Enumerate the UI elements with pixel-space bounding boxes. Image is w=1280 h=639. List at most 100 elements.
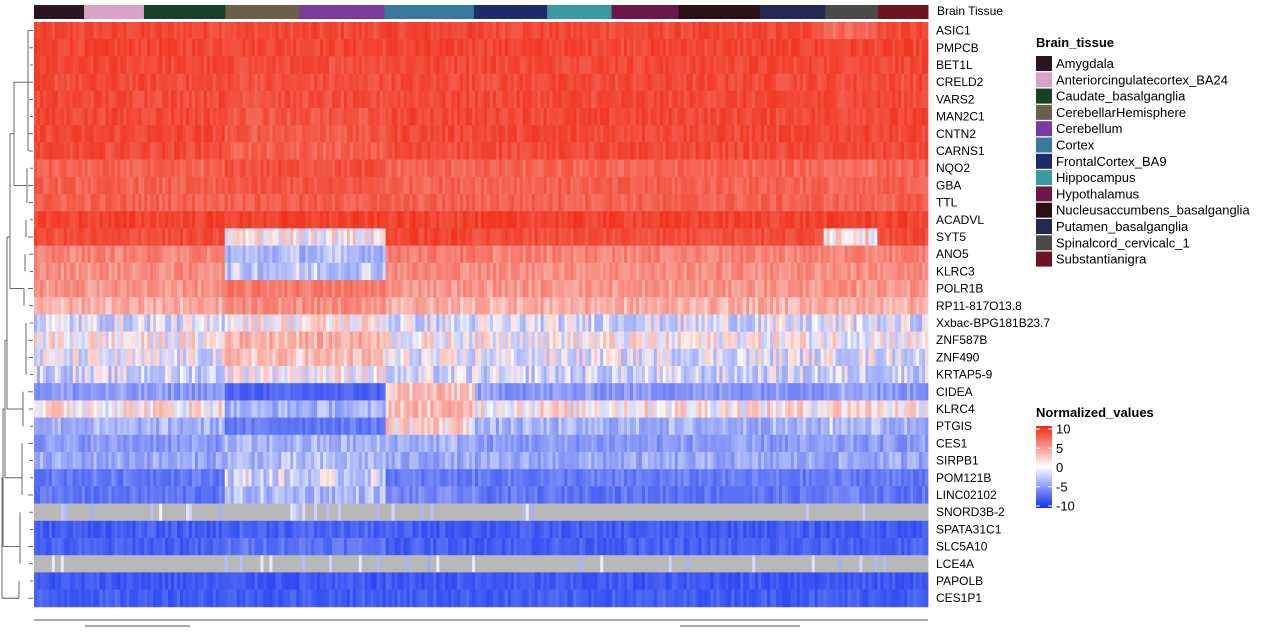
heatmap-cell <box>100 125 103 143</box>
heatmap-cell <box>427 125 430 143</box>
heatmap-cell <box>457 211 460 229</box>
heatmap-cell <box>287 108 290 126</box>
heatmap-cell <box>636 91 639 109</box>
heatmap-cell <box>114 91 117 109</box>
heatmap-cell <box>681 125 684 143</box>
heatmap-cell <box>386 246 389 264</box>
heatmap-cell <box>88 142 91 160</box>
heatmap-cell <box>174 91 177 109</box>
heatmap-cell <box>141 263 144 281</box>
heatmap-cell <box>606 246 609 264</box>
heatmap-cell <box>550 177 553 195</box>
heatmap-cell <box>925 246 928 264</box>
heatmap-cell <box>922 91 925 109</box>
heatmap-cell <box>46 56 49 74</box>
heatmap-cell <box>833 108 836 126</box>
heatmap-cell <box>484 74 487 92</box>
heatmap-cell <box>109 125 112 143</box>
heatmap-cell <box>109 74 112 92</box>
heatmap-cell <box>427 39 430 57</box>
heatmap-cell <box>898 125 901 143</box>
heatmap-cell <box>278 74 281 92</box>
heatmap-cell <box>666 39 669 57</box>
heatmap-cell <box>651 56 654 74</box>
heatmap-cell <box>168 142 171 160</box>
heatmap-cell <box>40 142 43 160</box>
heatmap-cell <box>91 211 94 229</box>
heatmap-cell <box>856 22 859 40</box>
heatmap-cell <box>651 280 654 298</box>
heatmap-cell <box>335 228 338 246</box>
heatmap-cell <box>67 22 70 40</box>
heatmap-cell <box>272 263 275 281</box>
heatmap-cell <box>693 39 696 57</box>
heatmap-cell <box>591 56 594 74</box>
heatmap-cell <box>159 108 162 126</box>
heatmap-cell <box>117 142 120 160</box>
heatmap-cell <box>731 74 734 92</box>
heatmap-cell <box>436 125 439 143</box>
heatmap-cell <box>421 22 424 40</box>
heatmap-cell <box>600 142 603 160</box>
heatmap-cell <box>570 194 573 212</box>
heatmap-cell <box>117 22 120 40</box>
heatmap-cell <box>803 211 806 229</box>
heatmap-cell <box>389 263 392 281</box>
heatmap-cell <box>502 263 505 281</box>
heatmap-cell <box>454 125 457 143</box>
heatmap-cell <box>776 194 779 212</box>
heatmap-cell <box>904 263 907 281</box>
heatmap-cell <box>240 160 243 178</box>
heatmap-cell <box>317 142 320 160</box>
heatmap-cell <box>395 177 398 195</box>
heatmap-cell <box>859 108 862 126</box>
heatmap-cell <box>120 194 123 212</box>
heatmap-cell <box>123 39 126 57</box>
heatmap-cell <box>818 211 821 229</box>
heatmap-cell <box>222 39 225 57</box>
heatmap-cell <box>463 39 466 57</box>
heatmap-cell <box>436 211 439 229</box>
heatmap-cell <box>439 194 442 212</box>
heatmap-cell <box>287 263 290 281</box>
heatmap-cell <box>88 108 91 126</box>
heatmap-cell <box>725 125 728 143</box>
heatmap-cell <box>237 177 240 195</box>
heatmap-cell <box>49 211 52 229</box>
heatmap-cell <box>126 297 129 315</box>
heatmap-cell <box>785 56 788 74</box>
heatmap-cell <box>868 39 871 57</box>
heatmap-cell <box>427 228 430 246</box>
heatmap-cell <box>848 228 851 246</box>
heatmap-cell <box>922 228 925 246</box>
heatmap-cell <box>365 56 368 74</box>
heatmap-cell <box>630 194 633 212</box>
heatmap-cell <box>159 22 162 40</box>
heatmap-cell <box>198 263 201 281</box>
heatmap-cell <box>272 228 275 246</box>
heatmap-cell <box>603 74 606 92</box>
heatmap-cell <box>550 194 553 212</box>
heatmap-cell <box>505 108 508 126</box>
heatmap-cell <box>603 22 606 40</box>
heatmap-cell <box>386 108 389 126</box>
heatmap-cell <box>237 228 240 246</box>
heatmap-cell <box>797 194 800 212</box>
heatmap-cell <box>258 108 261 126</box>
heatmap-cell <box>493 211 496 229</box>
heatmap-cell <box>809 211 812 229</box>
heatmap-cell <box>76 194 79 212</box>
heatmap-cell <box>243 142 246 160</box>
heatmap-cell <box>484 160 487 178</box>
heatmap-cell <box>153 22 156 40</box>
heatmap-cell <box>398 142 401 160</box>
heatmap-cell <box>43 194 46 212</box>
heatmap-cell <box>448 280 451 298</box>
heatmap-cell <box>651 108 654 126</box>
heatmap-cell <box>97 228 100 246</box>
heatmap-cell <box>302 263 305 281</box>
heatmap-cell <box>821 211 824 229</box>
heatmap-cell <box>588 22 591 40</box>
heatmap-cell <box>266 263 269 281</box>
heatmap-cell <box>240 39 243 57</box>
